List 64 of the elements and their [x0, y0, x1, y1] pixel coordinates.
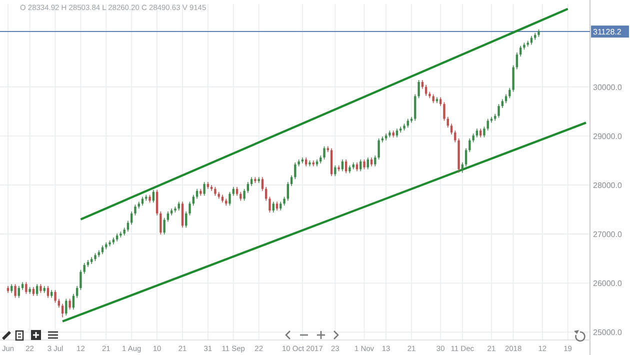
candlestick	[290, 174, 293, 186]
candlestick	[14, 284, 16, 298]
candlestick	[516, 52, 518, 70]
candlestick	[36, 284, 38, 296]
candlestick	[246, 182, 250, 194]
candlestick	[443, 102, 446, 122]
candlestick	[464, 148, 468, 167]
candlestick	[80, 269, 82, 290]
candlestick	[483, 126, 486, 138]
candlestick	[294, 162, 296, 180]
candlestick	[268, 196, 271, 213]
candlestick	[163, 217, 166, 235]
candlestick	[366, 157, 369, 170]
candlestick	[344, 159, 348, 174]
candlestick	[46, 286, 50, 298]
candlestick	[360, 159, 362, 172]
y-tick-label: 29000.0	[593, 132, 622, 141]
candlestick	[134, 204, 136, 216]
candlestick	[341, 159, 344, 172]
candlestick	[65, 298, 68, 316]
y-tick-label: 28000.0	[593, 181, 622, 190]
candlestick	[18, 286, 20, 298]
candlestick	[228, 191, 231, 206]
candlestick	[130, 211, 133, 226]
candlestick	[508, 87, 511, 99]
candlestick	[378, 138, 380, 160]
candlestick	[414, 94, 416, 122]
candlestick	[418, 80, 420, 99]
candlestick	[243, 188, 246, 202]
candlestick	[286, 182, 289, 202]
y-tick-label: 30000.0	[593, 82, 622, 92]
candlestick	[54, 290, 56, 304]
candlestick	[160, 211, 162, 235]
candlestick	[166, 211, 170, 222]
candlestick	[68, 298, 71, 310]
candlestick	[261, 176, 264, 192]
candlestick	[25, 282, 28, 294]
candlestick	[323, 146, 326, 160]
candlestick	[461, 162, 464, 174]
y-tick-label: 26000.0	[593, 279, 622, 288]
candlestick	[272, 201, 274, 213]
candlestick	[334, 164, 336, 177]
y-tick-label: 27000.0	[593, 230, 622, 240]
candlestick	[61, 303, 64, 318]
candlestick	[181, 201, 184, 228]
candlestick	[486, 118, 489, 131]
candlestick	[83, 262, 86, 274]
candlestick	[468, 138, 471, 153]
candlestick	[519, 45, 522, 57]
candlestick	[363, 159, 366, 170]
candlestick	[203, 182, 206, 196]
candlestick	[76, 286, 78, 298]
candlestick	[374, 155, 376, 167]
ref-line-label: 31128.2	[593, 28, 622, 37]
y-tick-label: 25000.0	[593, 328, 622, 338]
candlestick	[196, 188, 198, 200]
candlestick	[185, 211, 188, 228]
candlestick	[498, 104, 500, 118]
candlestick	[512, 64, 514, 92]
candlestick	[454, 130, 456, 143]
candlestick	[424, 84, 428, 96]
candlestick	[188, 201, 191, 216]
candlestick	[450, 123, 453, 135]
candlestick	[156, 190, 158, 216]
